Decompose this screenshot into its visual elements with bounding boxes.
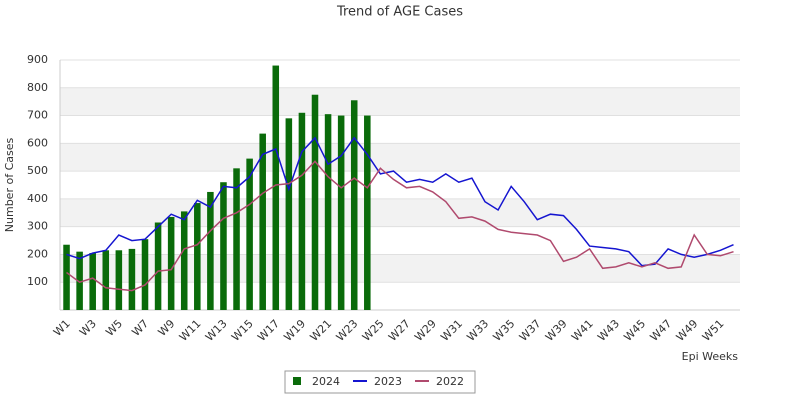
x-tick-label: W29 [412, 317, 439, 344]
x-tick-label: W5 [103, 317, 125, 339]
bar [180, 211, 188, 310]
y-tick-label: 100 [27, 275, 48, 288]
x-tick-label: W7 [129, 317, 151, 339]
x-tick-label: W49 [674, 317, 701, 344]
grid [60, 59, 740, 283]
x-tick-label: W3 [77, 317, 99, 339]
bar [115, 250, 123, 310]
bar [128, 248, 136, 310]
legend-box [284, 370, 476, 394]
y-tick-label: 500 [27, 164, 48, 177]
bar [154, 222, 162, 310]
y-tick-label: 200 [27, 247, 48, 260]
bar [220, 182, 227, 310]
bar [167, 216, 175, 310]
y-tick-label: 400 [27, 192, 48, 205]
bar [350, 100, 358, 311]
x-tick-label: W17 [255, 317, 282, 344]
bar [272, 65, 280, 310]
grid-band [60, 143, 740, 172]
x-tick-label: W31 [438, 317, 465, 344]
x-tick-label: W45 [621, 317, 648, 344]
line [66, 136, 734, 267]
x-tick-label: W41 [569, 317, 596, 344]
y-tick-label: 700 [27, 109, 48, 122]
y-tick-label: 800 [27, 81, 48, 94]
bar [141, 239, 149, 310]
x-tick-label: W15 [229, 317, 256, 344]
x-tick-label: W1 [51, 317, 73, 339]
legend-label: 2022 [436, 375, 464, 388]
legend-label: 2023 [374, 375, 402, 388]
bar [194, 203, 201, 310]
grid-band [60, 254, 740, 283]
y-tick-label: 300 [27, 220, 48, 233]
x-tick-label: W25 [360, 317, 387, 344]
x-tick-label: W9 [156, 317, 178, 339]
x-tick-label: W27 [386, 317, 413, 344]
x-tick-label: W21 [308, 317, 335, 344]
x-tick-label: W35 [491, 317, 518, 344]
legend-swatch [293, 377, 301, 385]
bar [63, 244, 70, 310]
bar [102, 250, 110, 310]
bar [298, 112, 306, 311]
y-tick-label: 600 [27, 136, 48, 149]
bar [324, 114, 332, 311]
x-tick-label: W11 [177, 317, 204, 344]
bar [76, 251, 83, 310]
x-axis-label: Epi Weeks [682, 350, 739, 363]
bar [246, 158, 253, 310]
y-tick-label: 900 [27, 53, 48, 66]
bar [207, 191, 214, 310]
bar [89, 253, 96, 310]
grid-band [60, 87, 740, 116]
x-tick-label: W47 [648, 317, 675, 344]
bar [311, 94, 319, 310]
bar [233, 168, 240, 310]
x-tick-label: W23 [334, 317, 361, 344]
bar [364, 115, 371, 310]
x-tick-label: W33 [464, 317, 491, 344]
bar [259, 133, 266, 310]
chart-title: Trend of AGE Cases [336, 5, 463, 20]
x-tick-label: W39 [543, 317, 570, 344]
line [66, 160, 734, 292]
x-tick-label: W13 [203, 317, 230, 344]
bar [337, 115, 345, 310]
x-tick-label: W51 [700, 317, 727, 344]
bar [285, 118, 293, 310]
legend: 2024 2023 2022 [284, 370, 476, 394]
x-tick-label: W19 [281, 317, 308, 344]
x-tick-label: W37 [517, 317, 544, 344]
legend-label: 2024 [312, 375, 340, 388]
y-axis-label: Number of Cases [3, 138, 16, 233]
x-tick-label: W43 [595, 317, 622, 344]
